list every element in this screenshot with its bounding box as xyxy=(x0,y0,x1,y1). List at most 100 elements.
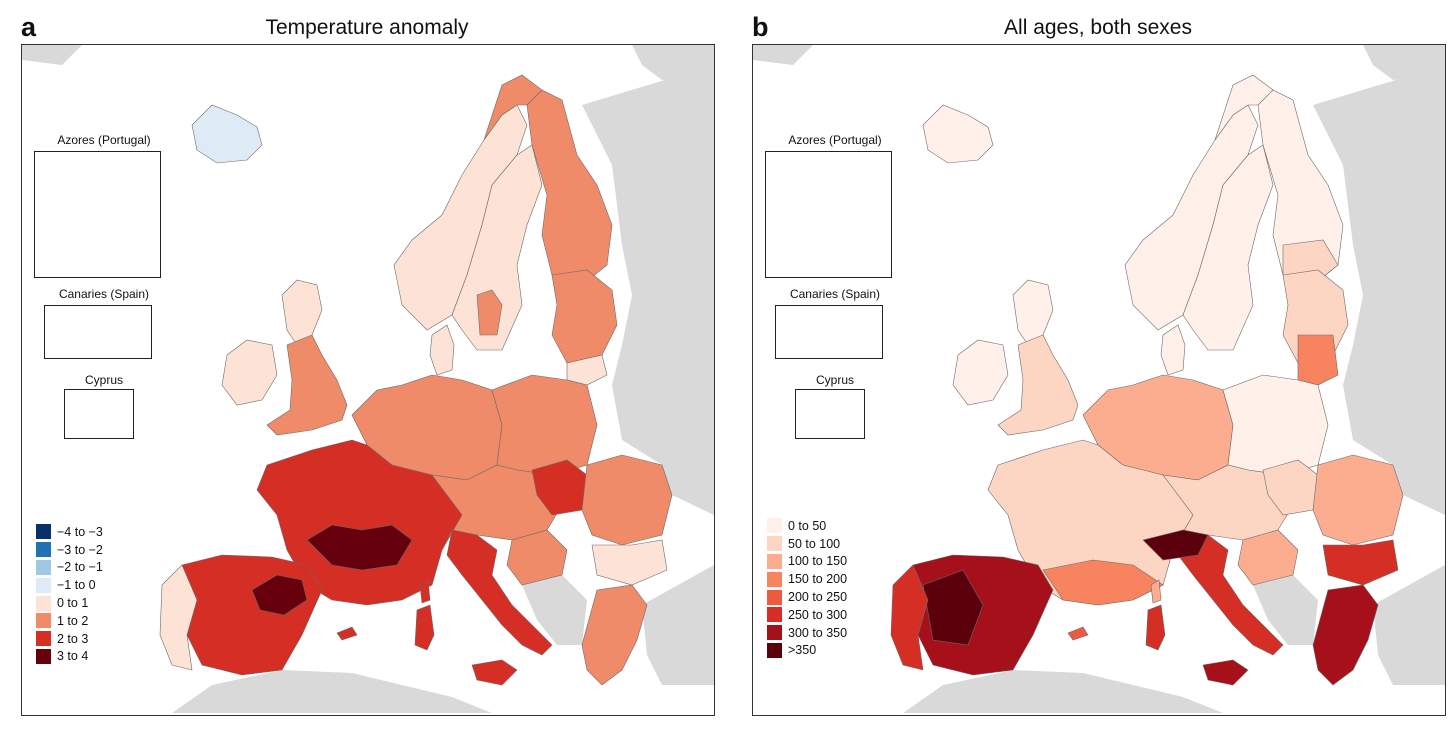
legend-item: −1 to 0 xyxy=(36,576,103,594)
legend-item: −3 to −2 xyxy=(36,541,103,559)
inset-label-canaries: Canaries (Spain) xyxy=(789,287,881,301)
map-a-svg xyxy=(22,45,714,713)
portugal-region xyxy=(159,564,198,671)
legend-label: 2 to 3 xyxy=(57,631,89,646)
romania-region xyxy=(581,454,673,546)
corsica-region xyxy=(1150,579,1162,604)
sweden-region xyxy=(1182,144,1274,351)
spain-hotspot-region xyxy=(251,574,308,616)
portugal-region xyxy=(890,564,929,671)
north-italy-region xyxy=(1142,529,1209,561)
inset-label-cyprus: Cyprus xyxy=(815,373,854,387)
inset-box-cyprus xyxy=(64,389,134,439)
legend-item: 0 to 1 xyxy=(36,594,103,612)
scotland-region xyxy=(281,279,323,346)
france-region xyxy=(987,439,1199,606)
legend-swatch xyxy=(36,595,51,611)
balkans-non-eu xyxy=(522,575,587,645)
sicily-region xyxy=(471,659,518,686)
greece-region xyxy=(1312,584,1379,686)
inset-label-azores: Azores (Portugal) xyxy=(57,133,151,147)
denmark-region xyxy=(1160,324,1186,376)
legend-swatch xyxy=(36,577,51,593)
map-a: Azores (Portugal) Canaries (Spain) Cypru… xyxy=(21,44,715,716)
legend-label: −1 to 0 xyxy=(57,578,96,593)
panel-letter-a: a xyxy=(21,12,37,42)
sardinia-region xyxy=(414,604,435,651)
legend-label: 1 to 2 xyxy=(57,613,89,628)
map-b: Azores (Portugal) Canaries (Spain) Cypru… xyxy=(752,44,1446,716)
greece-region xyxy=(581,584,648,686)
legend-label: 0 to 1 xyxy=(57,596,89,611)
lithuania-region xyxy=(1297,334,1339,386)
legend-label: −3 to −2 xyxy=(57,542,103,557)
sweden-region xyxy=(451,144,543,351)
ireland-region xyxy=(221,339,278,406)
legend-label: 300 to 350 xyxy=(788,625,848,640)
legend-item: 150 to 200 xyxy=(767,570,847,588)
turkey-land xyxy=(642,565,714,685)
legend-label: 3 to 4 xyxy=(57,649,89,664)
ireland-region xyxy=(952,339,1009,406)
map-b-svg xyxy=(753,45,1445,713)
legend-item: 1 to 2 xyxy=(36,612,103,630)
legend-label: −2 to −1 xyxy=(57,560,103,575)
inset-label-cyprus: Cyprus xyxy=(84,373,123,387)
croatia-region xyxy=(506,529,568,586)
legend-label: 150 to 200 xyxy=(788,572,848,587)
england-region xyxy=(266,334,348,436)
legend-swatch xyxy=(36,524,51,540)
legend-swatch xyxy=(767,589,782,605)
croatia-region xyxy=(1237,529,1299,586)
sicily-region xyxy=(1202,659,1249,686)
lithuania-region xyxy=(566,354,608,386)
romania-region xyxy=(1312,454,1404,546)
legend-item: >350 xyxy=(767,642,847,660)
north-africa-land xyxy=(172,670,492,713)
legend-item: 200 to 250 xyxy=(767,588,847,606)
corsica-region xyxy=(419,579,431,604)
legend-swatch xyxy=(767,536,782,552)
legend-swatch xyxy=(767,607,782,623)
legend-item: 100 to 150 xyxy=(767,553,847,571)
balkans-non-eu xyxy=(1253,575,1318,645)
spain-hotspot-region xyxy=(922,569,984,646)
greenland-corner xyxy=(22,45,82,65)
inset-box-cyprus xyxy=(795,389,865,439)
legend-label: >350 xyxy=(788,643,817,658)
france-hotspot-region xyxy=(306,524,413,571)
baltics-region xyxy=(551,269,618,364)
finland-north-region xyxy=(1214,74,1274,141)
legend-item: 3 to 4 xyxy=(36,648,103,666)
panel-letter-b: b xyxy=(752,12,769,42)
inset-box-azores xyxy=(34,151,161,278)
iceland-region xyxy=(191,104,263,164)
legend-label: −4 to −3 xyxy=(57,524,103,539)
legend-swatch xyxy=(767,553,782,569)
italy-region xyxy=(446,529,553,656)
legend-label: 250 to 300 xyxy=(788,607,848,622)
north-africa-land xyxy=(903,670,1223,713)
legend-item: −2 to −1 xyxy=(36,559,103,577)
iceland-region xyxy=(922,104,994,164)
inset-box-azores xyxy=(765,151,892,278)
legend-label: 0 to 50 xyxy=(788,518,827,533)
legend-label: 50 to 100 xyxy=(788,536,841,551)
legend-swatch xyxy=(767,642,782,658)
denmark-region xyxy=(429,324,455,376)
italy-region xyxy=(1177,529,1284,656)
legend-item: 2 to 3 xyxy=(36,630,103,648)
inset-label-azores: Azores (Portugal) xyxy=(788,133,882,147)
finland-north-region xyxy=(483,74,543,141)
legend-label: 100 to 150 xyxy=(788,554,848,569)
balearics-region xyxy=(336,626,358,641)
legend-swatch xyxy=(36,542,51,558)
legend-item: 250 to 300 xyxy=(767,606,847,624)
inset-box-canaries xyxy=(44,305,152,359)
legend-swatch xyxy=(36,648,51,664)
balearics-region xyxy=(1067,626,1089,641)
svalbard-land xyxy=(632,45,714,80)
legend-item: 50 to 100 xyxy=(767,535,847,553)
bulgaria-region xyxy=(1322,539,1399,586)
legend-swatch xyxy=(36,613,51,629)
